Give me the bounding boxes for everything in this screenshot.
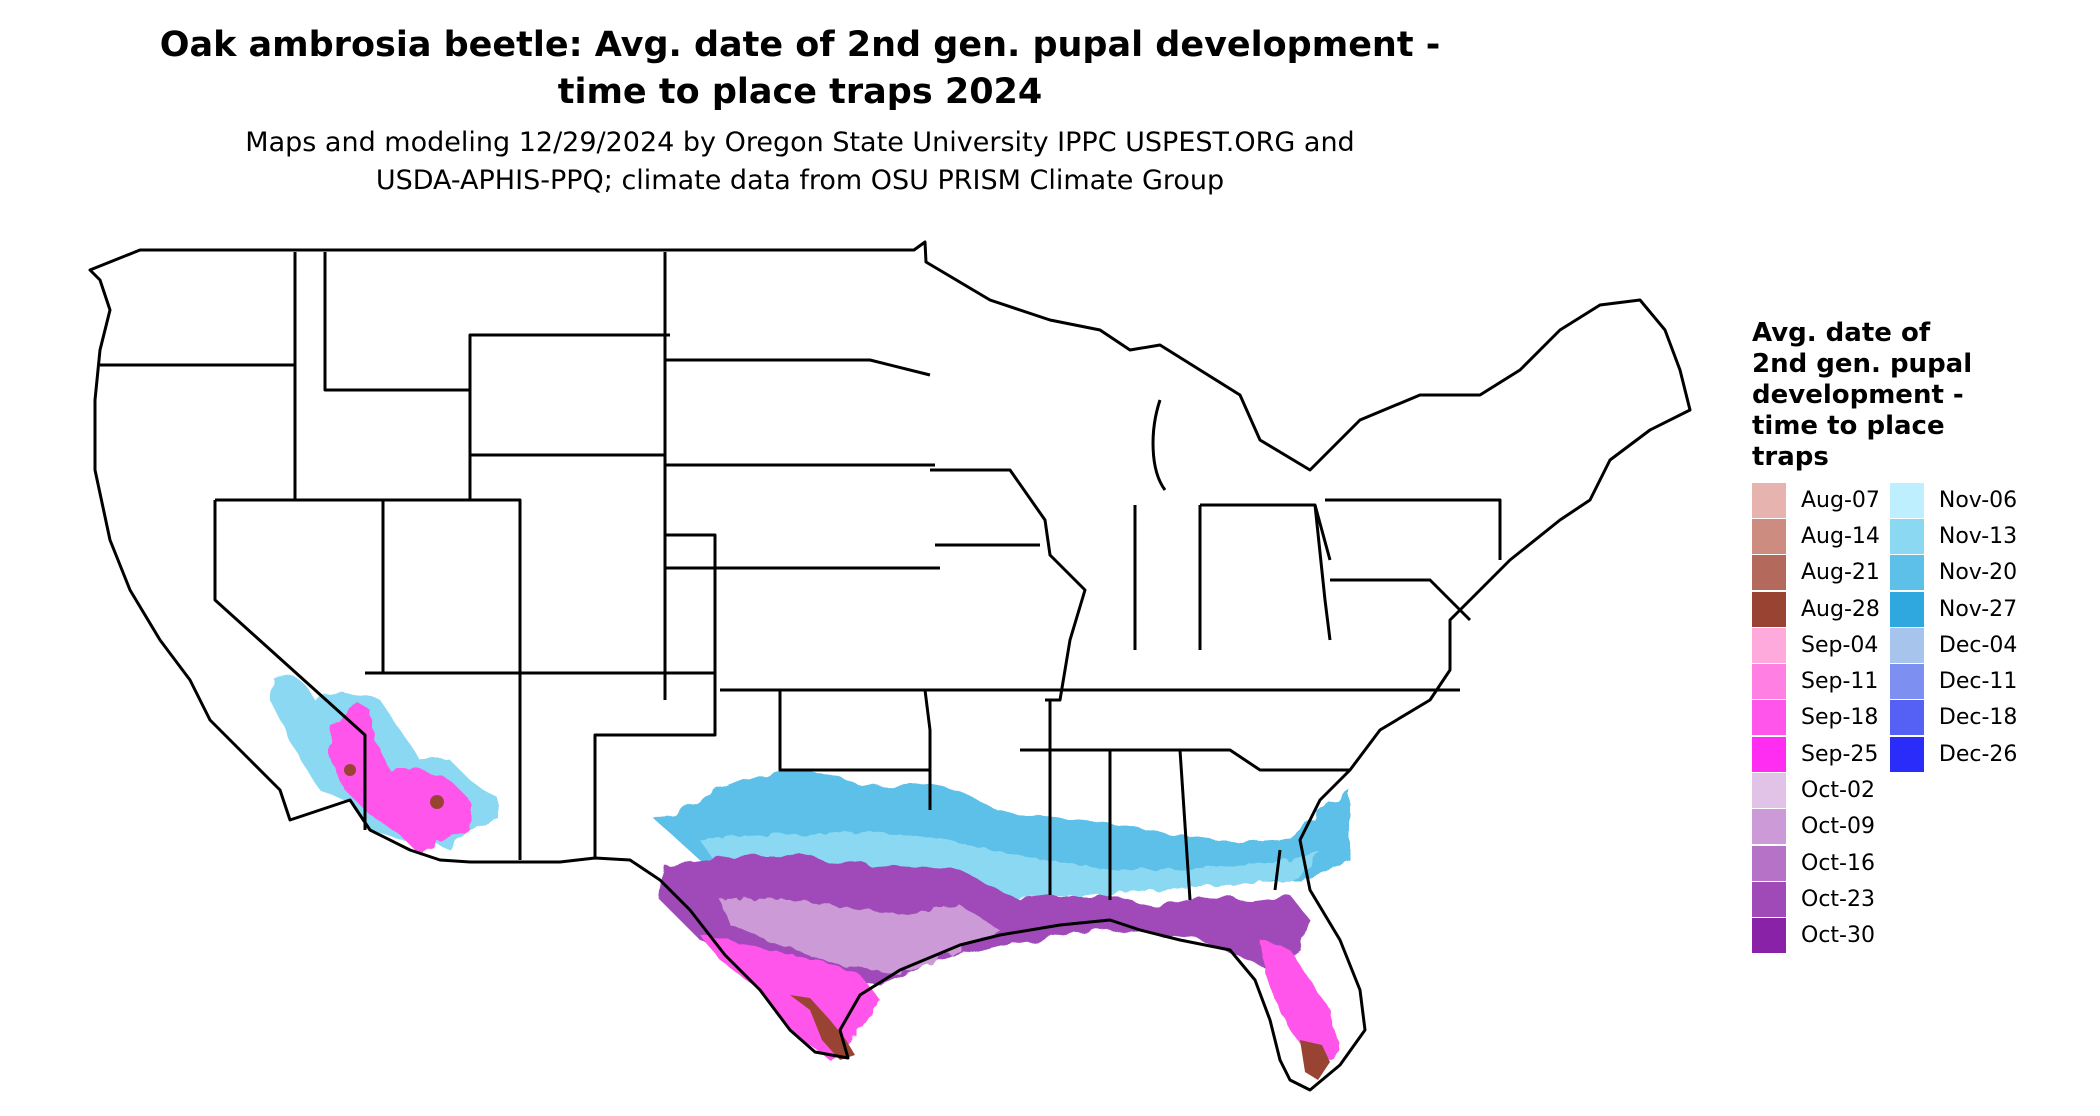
legend-column-1: Aug-07 Aug-14 Aug-21 Aug-28 Sep-04 Sep-11 Sep-… <box>1752 482 1880 954</box>
legend-label: Aug-28 <box>1801 596 1880 622</box>
legend: Avg. date of 2nd gen. pupal development … <box>1752 318 2092 954</box>
legend-item: Nov-27 <box>1889 591 2018 627</box>
legend-swatch <box>1752 482 1786 518</box>
legend-item: Sep-18 <box>1752 700 1880 736</box>
legend-swatch <box>1889 664 1924 700</box>
legend-swatch <box>1752 773 1786 809</box>
legend-swatch <box>1752 664 1786 700</box>
legend-item: Nov-13 <box>1889 518 2018 554</box>
legend-swatch <box>1752 555 1786 591</box>
legend-title-line: development - <box>1752 380 1964 410</box>
legend-label: Sep-18 <box>1801 705 1879 731</box>
legend-swatch <box>1752 736 1786 772</box>
legend-label: Dec-26 <box>1938 741 2018 767</box>
legend-item: Oct-02 <box>1752 772 1880 809</box>
legend-item: Aug-21 <box>1752 555 1880 591</box>
legend-label: Oct-16 <box>1801 850 1875 876</box>
legend-swatch <box>1752 918 1786 954</box>
legend-label: Sep-04 <box>1801 632 1879 658</box>
lake-michigan <box>1151 399 1167 491</box>
fill-spot-ca <box>344 764 356 776</box>
legend-label: Dec-11 <box>1938 669 2018 695</box>
legend-item: Oct-09 <box>1752 809 1880 845</box>
title-block: Oak ambrosia beetle: Avg. date of 2nd ge… <box>150 22 1450 200</box>
legend-item: Oct-30 <box>1752 918 1880 954</box>
legend-title-line: 2nd gen. pupal <box>1752 349 1973 379</box>
legend-item: Sep-11 <box>1752 663 1880 700</box>
legend-label: Aug-07 <box>1801 487 1880 513</box>
legend-item: Dec-11 <box>1889 663 2018 700</box>
legend-item: Nov-06 <box>1889 482 2018 518</box>
legend-item: Dec-04 <box>1889 627 2018 663</box>
legend-swatch <box>1752 809 1786 845</box>
legend-label: Dec-18 <box>1938 705 2018 731</box>
legend-item: Aug-07 <box>1752 482 1880 518</box>
legend-swatch <box>1752 700 1786 736</box>
legend-label: Dec-04 <box>1938 632 2018 658</box>
legend-label: Sep-25 <box>1801 741 1879 767</box>
legend-item: Oct-16 <box>1752 845 1880 881</box>
legend-item: Oct-23 <box>1752 881 1880 917</box>
map-title-line2: time to place traps 2024 <box>557 72 1043 112</box>
map-subtitle-line2: USDA-APHIS-PPQ; climate data from OSU PR… <box>375 165 1225 196</box>
fill-spot-az <box>430 795 444 809</box>
legend-swatch <box>1752 845 1786 881</box>
legend-label: Oct-09 <box>1801 814 1875 840</box>
legend-title-line: Avg. date of <box>1752 318 1931 348</box>
legend-item: Sep-04 <box>1752 627 1880 663</box>
fill-region-aug-tx <box>790 995 855 1060</box>
legend-item: Aug-14 <box>1752 518 1880 554</box>
state-boundaries <box>88 240 1692 1092</box>
legend-label: Oct-30 <box>1801 923 1875 949</box>
legend-item: Aug-28 <box>1752 591 1880 627</box>
legend-title-line: traps <box>1752 442 1829 472</box>
legend-swatch <box>1752 518 1786 554</box>
map-subtitle-line1: Maps and modeling 12/29/2024 by Oregon S… <box>245 127 1355 158</box>
legend-swatch <box>1752 627 1786 663</box>
legend-label: Aug-21 <box>1801 560 1880 586</box>
legend-swatch <box>1752 591 1786 627</box>
legend-swatch <box>1889 482 1924 518</box>
legend-item: Sep-25 <box>1752 736 1880 772</box>
legend-swatch <box>1889 627 1924 663</box>
legend-swatch <box>1889 555 1924 591</box>
map-title-line1: Oak ambrosia beetle: Avg. date of 2nd ge… <box>159 25 1441 65</box>
fill-region-sep-fl <box>1260 940 1340 1060</box>
map-title: Oak ambrosia beetle: Avg. date of 2nd ge… <box>150 22 1450 116</box>
legend-item: Dec-26 <box>1889 736 2018 772</box>
legend-label: Oct-23 <box>1801 886 1875 912</box>
legend-title-line: time to place <box>1752 411 1945 441</box>
us-outline <box>88 240 1692 1092</box>
legend-label: Oct-02 <box>1801 778 1875 804</box>
legend-label: Sep-11 <box>1801 669 1879 695</box>
legend-swatch <box>1889 591 1924 627</box>
legend-swatch <box>1889 518 1924 554</box>
legend-title: Avg. date of 2nd gen. pupal development … <box>1752 318 2092 473</box>
legend-swatch <box>1889 700 1924 736</box>
legend-label: Nov-20 <box>1938 560 2018 586</box>
legend-swatch <box>1752 881 1786 917</box>
legend-item: Nov-20 <box>1889 555 2018 591</box>
legend-label: Aug-14 <box>1801 523 1880 549</box>
legend-label: Nov-13 <box>1938 523 2018 549</box>
legend-columns: Aug-07 Aug-14 Aug-21 Aug-28 Sep-04 Sep-11 Sep-… <box>1752 482 2092 954</box>
fill-region-aug-fl <box>1300 1040 1330 1080</box>
legend-label: Nov-06 <box>1938 487 2018 513</box>
legend-column-2: Nov-06 Nov-13 Nov-20 Nov-27 Dec-04 Dec-11 Dec-… <box>1889 482 2018 954</box>
legend-swatch <box>1889 736 1924 772</box>
legend-label: Nov-27 <box>1938 596 2018 622</box>
legend-item: Dec-18 <box>1889 700 2018 736</box>
map-subtitle: Maps and modeling 12/29/2024 by Oregon S… <box>150 124 1450 200</box>
